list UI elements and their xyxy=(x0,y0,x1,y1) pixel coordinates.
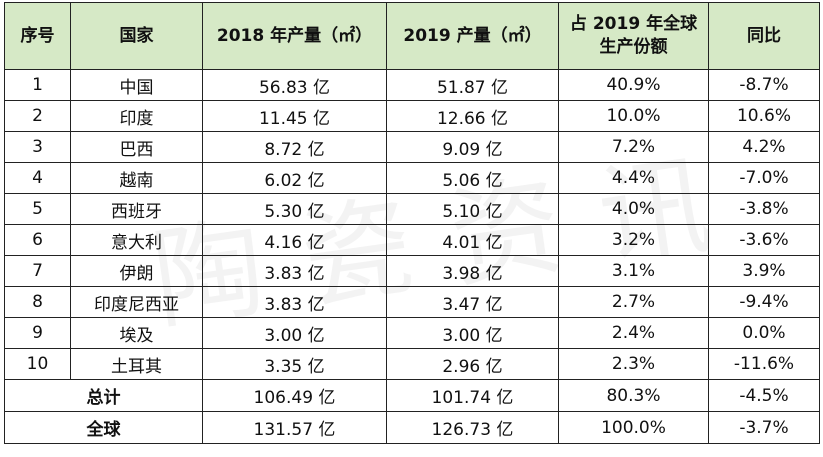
cell-index: 6 xyxy=(4,224,71,256)
table-row: 9 埃及 3.00 亿 3.00 亿 2.4% 0.0% xyxy=(4,317,820,349)
table-row: 10 土耳其 3.35 亿 2.96 亿 2.3% -11.6% xyxy=(4,348,820,380)
table-row: 6 意大利 4.16 亿 4.01 亿 3.2% -3.6% xyxy=(4,224,820,256)
cell-country: 伊朗 xyxy=(70,255,203,287)
cell-share-2019: 2.4% xyxy=(558,317,709,349)
cell-country: 土耳其 xyxy=(70,348,203,380)
header-country: 国家 xyxy=(70,2,203,70)
cell-prod-2019: 3.98 亿 xyxy=(386,255,559,287)
global-label: 全球 xyxy=(4,411,203,444)
cell-yoy: -3.8% xyxy=(708,193,820,225)
cell-yoy: 10.6% xyxy=(708,100,820,132)
cell-country: 意大利 xyxy=(70,224,203,256)
cell-yoy: -11.6% xyxy=(708,348,820,380)
cell-prod-2019: 3.47 亿 xyxy=(386,286,559,318)
cell-prod-2018: 3.83 亿 xyxy=(202,255,387,287)
cell-country: 越南 xyxy=(70,162,203,194)
cell-yoy: 3.9% xyxy=(708,255,820,287)
cell-index: 4 xyxy=(4,162,71,194)
global-yoy: -3.7% xyxy=(708,411,820,444)
cell-prod-2018: 6.02 亿 xyxy=(202,162,387,194)
cell-prod-2019: 9.09 亿 xyxy=(386,131,559,163)
cell-yoy: 4.2% xyxy=(708,131,820,163)
cell-share-2019: 3.1% xyxy=(558,255,709,287)
cell-yoy: 0.0% xyxy=(708,317,820,349)
cell-country: 中国 xyxy=(70,69,203,101)
header-share-2019: 占 2019 年全球 生产份额 xyxy=(558,2,709,70)
cell-index: 5 xyxy=(4,193,71,225)
cell-prod-2019: 12.66 亿 xyxy=(386,100,559,132)
cell-index: 8 xyxy=(4,286,71,318)
cell-yoy: -9.4% xyxy=(708,286,820,318)
cell-country: 印度 xyxy=(70,100,203,132)
cell-prod-2019: 5.06 亿 xyxy=(386,162,559,194)
production-table: 序号 国家 2018 年产量（㎡） 2019 产量（㎡） 占 2019 年全球 … xyxy=(4,2,820,444)
cell-index: 7 xyxy=(4,255,71,287)
cell-prod-2018: 56.83 亿 xyxy=(202,69,387,101)
table-row: 3 巴西 8.72 亿 9.09 亿 7.2% 4.2% xyxy=(4,131,820,163)
total-share-2019: 80.3% xyxy=(558,379,709,412)
cell-index: 3 xyxy=(4,131,71,163)
header-row: 序号 国家 2018 年产量（㎡） 2019 产量（㎡） 占 2019 年全球 … xyxy=(4,2,820,70)
table-container: 序号 国家 2018 年产量（㎡） 2019 产量（㎡） 占 2019 年全球 … xyxy=(4,2,820,453)
global-row: 全球 131.57 亿 126.73 亿 100.0% -3.7% xyxy=(4,411,820,444)
cell-prod-2018: 8.72 亿 xyxy=(202,131,387,163)
cell-share-2019: 3.2% xyxy=(558,224,709,256)
cell-prod-2018: 3.35 亿 xyxy=(202,348,387,380)
header-share-line1: 占 2019 年全球 xyxy=(569,14,698,34)
cell-prod-2018: 5.30 亿 xyxy=(202,193,387,225)
cell-index: 1 xyxy=(4,69,71,101)
cell-prod-2019: 3.00 亿 xyxy=(386,317,559,349)
cell-yoy: -3.6% xyxy=(708,224,820,256)
table-row: 8 印度尼西亚 3.83 亿 3.47 亿 2.7% -9.4% xyxy=(4,286,820,318)
cell-share-2019: 2.3% xyxy=(558,348,709,380)
cell-prod-2018: 3.83 亿 xyxy=(202,286,387,318)
global-prod-2019: 126.73 亿 xyxy=(386,411,559,444)
table-row: 7 伊朗 3.83 亿 3.98 亿 3.1% 3.9% xyxy=(4,255,820,287)
header-index: 序号 xyxy=(4,2,71,70)
header-prod-2018: 2018 年产量（㎡） xyxy=(202,2,387,70)
cell-share-2019: 10.0% xyxy=(558,100,709,132)
cell-share-2019: 2.7% xyxy=(558,286,709,318)
cell-index: 2 xyxy=(4,100,71,132)
cell-country: 埃及 xyxy=(70,317,203,349)
total-yoy: -4.5% xyxy=(708,379,820,412)
cell-country: 巴西 xyxy=(70,131,203,163)
cell-prod-2018: 11.45 亿 xyxy=(202,100,387,132)
cell-prod-2019: 4.01 亿 xyxy=(386,224,559,256)
cell-share-2019: 40.9% xyxy=(558,69,709,101)
cell-share-2019: 4.4% xyxy=(558,162,709,194)
cell-prod-2019: 5.10 亿 xyxy=(386,193,559,225)
cell-share-2019: 7.2% xyxy=(558,131,709,163)
cell-yoy: -7.0% xyxy=(708,162,820,194)
table-row: 4 越南 6.02 亿 5.06 亿 4.4% -7.0% xyxy=(4,162,820,194)
table-row: 2 印度 11.45 亿 12.66 亿 10.0% 10.6% xyxy=(4,100,820,132)
cell-index: 10 xyxy=(4,348,71,380)
cell-share-2019: 4.0% xyxy=(558,193,709,225)
cell-country: 印度尼西亚 xyxy=(70,286,203,318)
cell-prod-2018: 4.16 亿 xyxy=(202,224,387,256)
total-prod-2019: 101.74 亿 xyxy=(386,379,559,412)
total-label: 总计 xyxy=(4,379,203,412)
cell-prod-2019: 2.96 亿 xyxy=(386,348,559,380)
table-row: 1 中国 56.83 亿 51.87 亿 40.9% -8.7% xyxy=(4,69,820,101)
cell-yoy: -8.7% xyxy=(708,69,820,101)
global-prod-2018: 131.57 亿 xyxy=(202,411,387,444)
global-share-2019: 100.0% xyxy=(558,411,709,444)
cell-country: 西班牙 xyxy=(70,193,203,225)
total-row: 总计 106.49 亿 101.74 亿 80.3% -4.5% xyxy=(4,379,820,412)
cell-prod-2018: 3.00 亿 xyxy=(202,317,387,349)
total-prod-2018: 106.49 亿 xyxy=(202,379,387,412)
header-share-line2: 生产份额 xyxy=(599,37,668,57)
cell-index: 9 xyxy=(4,317,71,349)
table-row: 5 西班牙 5.30 亿 5.10 亿 4.0% -3.8% xyxy=(4,193,820,225)
table-body: 1 中国 56.83 亿 51.87 亿 40.9% -8.7% 2 印度 11… xyxy=(4,69,820,444)
header-yoy: 同比 xyxy=(708,2,820,70)
header-prod-2019: 2019 产量（㎡） xyxy=(386,2,559,70)
cell-prod-2019: 51.87 亿 xyxy=(386,69,559,101)
